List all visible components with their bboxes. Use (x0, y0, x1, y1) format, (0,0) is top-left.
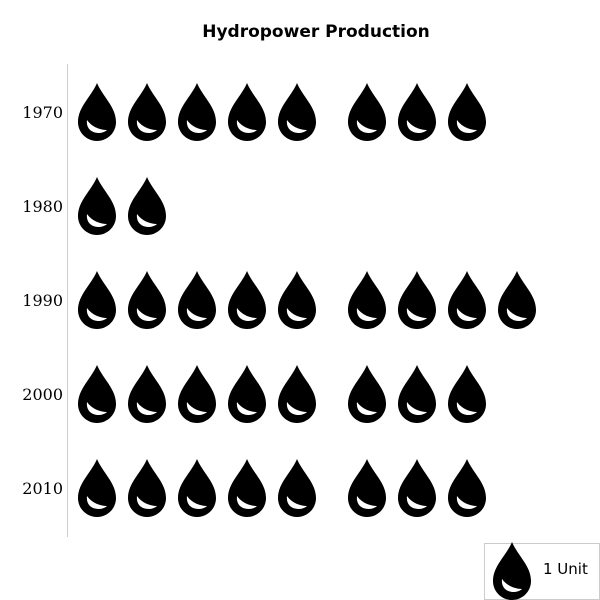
pictograph-row-1980: 1980 (22, 177, 166, 235)
water-drop-icon (178, 83, 216, 141)
water-drop-icon (128, 459, 166, 517)
water-drop-icon (78, 83, 116, 141)
water-drop-icon (398, 271, 436, 329)
water-drop-icon (228, 365, 266, 423)
pictograph-row-1990: 1990 (22, 271, 536, 329)
water-drop-icon (448, 83, 486, 141)
y-tick-label: 1980 (22, 197, 63, 216)
water-drop-icon (228, 83, 266, 141)
water-drop-icon (128, 177, 166, 235)
water-drop-icon (398, 365, 436, 423)
water-drop-icon (398, 459, 436, 517)
water-drop-icon (78, 271, 116, 329)
water-drop-icon (78, 459, 116, 517)
water-drop-icon (348, 365, 386, 423)
chart-title: Hydropower Production (202, 22, 430, 42)
water-drop-icon (348, 459, 386, 517)
water-drop-icon (178, 365, 216, 423)
water-drop-icon (278, 365, 316, 423)
water-drop-icon (228, 459, 266, 517)
y-tick-label: 2010 (22, 479, 63, 498)
y-tick-label: 2000 (22, 385, 63, 404)
water-drop-icon (348, 83, 386, 141)
water-drop-icon (278, 271, 316, 329)
water-drop-icon (128, 83, 166, 141)
water-drop-icon (128, 365, 166, 423)
water-drop-icon (448, 271, 486, 329)
pictograph-rows: 1970 1980 1990 2000 2010 (22, 83, 536, 517)
water-drop-icon (178, 459, 216, 517)
legend-water-drop-icon (493, 542, 531, 600)
water-drop-icon (128, 271, 166, 329)
legend-label: 1 Unit (543, 560, 588, 578)
water-drop-icon (278, 459, 316, 517)
water-drop-icon (448, 365, 486, 423)
water-drop-icon (78, 177, 116, 235)
y-tick-label: 1990 (22, 291, 63, 310)
water-drop-icon (78, 365, 116, 423)
water-drop-icon (398, 83, 436, 141)
pictograph-row-2010: 2010 (22, 459, 486, 517)
water-drop-icon (498, 271, 536, 329)
water-drop-icon (448, 459, 486, 517)
legend: 1 Unit (484, 542, 600, 600)
pictograph-row-1970: 1970 (22, 83, 486, 141)
water-drop-icon (278, 83, 316, 141)
water-drop-icon (348, 271, 386, 329)
water-drop-icon (178, 271, 216, 329)
y-tick-label: 1970 (22, 103, 63, 122)
pictograph-row-2000: 2000 (22, 365, 486, 423)
water-drop-icon (228, 271, 266, 329)
